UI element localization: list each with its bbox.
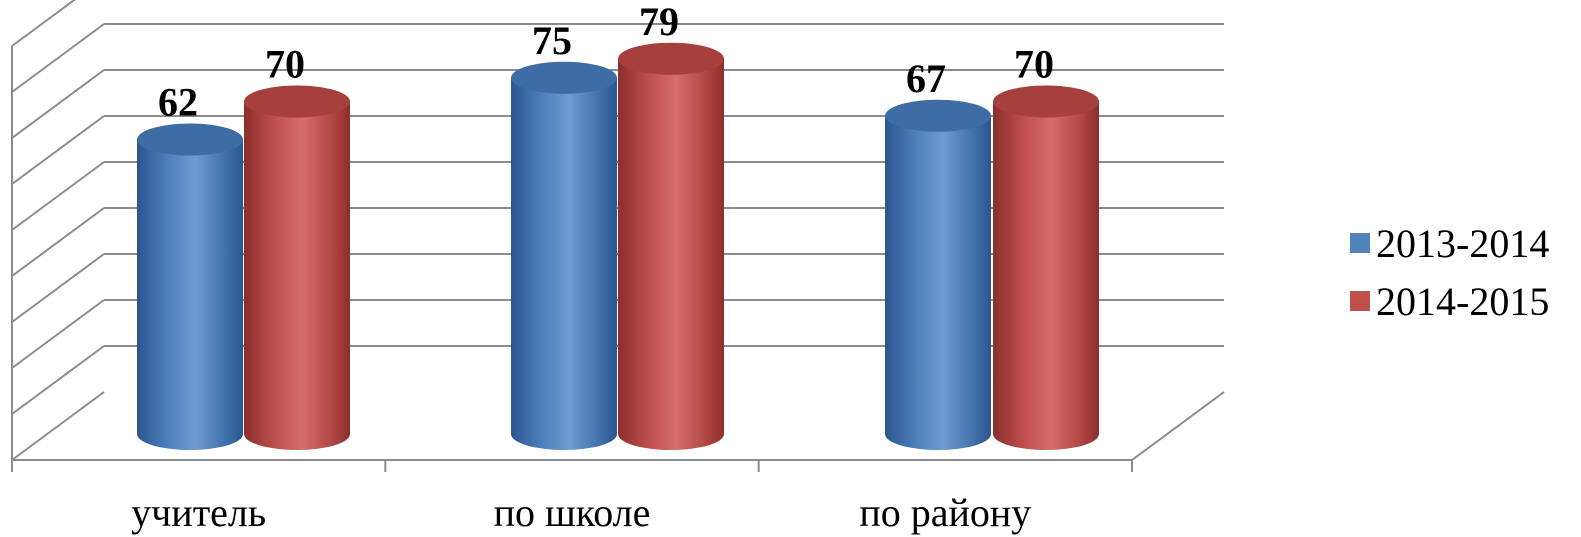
bar [511, 61, 617, 450]
side-wall-line [11, 299, 105, 369]
data-label: 62 [158, 80, 198, 125]
bar [137, 123, 243, 450]
category-label: по школе [494, 490, 651, 535]
bar [618, 42, 724, 450]
category-label: по району [859, 490, 1031, 535]
bar-top [618, 42, 724, 75]
side-wall-line [11, 69, 105, 139]
bar-top [244, 85, 350, 118]
legend-label-series-2: 2014-2015 [1376, 278, 1550, 324]
floor-right-edge [1131, 391, 1225, 461]
legend-label-series-1: 2013-2014 [1376, 220, 1550, 266]
bar-body [244, 101, 350, 450]
legend-item-series-2: 2014-2015 [1350, 272, 1549, 330]
side-wall-line [11, 345, 105, 415]
bar-body [993, 101, 1099, 450]
side-wall-line [11, 115, 105, 185]
bar-top [993, 85, 1099, 118]
bar-body [885, 115, 991, 450]
side-wall-line [11, 391, 105, 461]
bar-top [137, 123, 243, 156]
bar [993, 85, 1099, 450]
bars-group [137, 42, 1099, 450]
bar [244, 85, 350, 450]
bar-top [885, 99, 991, 132]
side-wall-line [11, 0, 76, 47]
legend-swatch-series-2 [1350, 291, 1370, 311]
bar-body [511, 77, 617, 450]
bar-body [137, 139, 243, 450]
bar-top [511, 61, 617, 94]
side-wall-line [11, 23, 105, 93]
data-label: 75 [532, 18, 572, 63]
legend-item-series-1: 2013-2014 [1350, 214, 1549, 272]
category-axis: учитель по школе по району [11, 460, 1133, 535]
legend-swatch-series-1 [1350, 233, 1370, 253]
legend: 2013-2014 2014-2015 [1350, 214, 1549, 330]
category-label: учитель [131, 490, 266, 535]
side-wall-line [11, 161, 105, 231]
data-label: 79 [639, 0, 679, 44]
bar [885, 99, 991, 450]
bar-body [618, 58, 724, 450]
data-label: 70 [1014, 42, 1054, 87]
data-labels-group: 62 75 67 70 79 70 [158, 0, 1054, 125]
data-label: 67 [906, 56, 946, 101]
side-wall-line [11, 253, 105, 323]
side-wall-line [11, 207, 105, 277]
data-label: 70 [265, 42, 305, 87]
